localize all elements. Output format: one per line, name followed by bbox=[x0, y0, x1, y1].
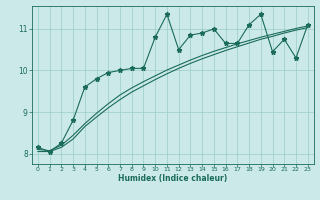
X-axis label: Humidex (Indice chaleur): Humidex (Indice chaleur) bbox=[118, 174, 228, 183]
